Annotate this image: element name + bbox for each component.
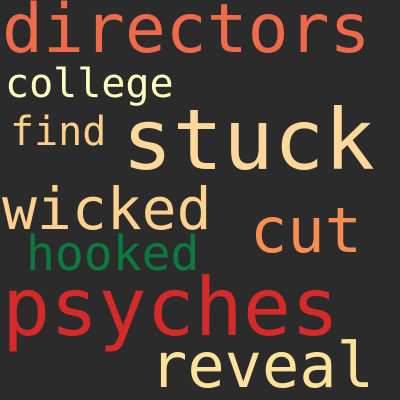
word-college: college [5,61,174,107]
word-stuck: stuck [122,91,375,189]
word-wicked: wicked [2,175,212,243]
word-reveal: reveal [150,329,374,400]
word-cut: cut [250,194,362,267]
word-find: find [10,109,107,155]
word-psyches: psyches [2,261,340,354]
word-hooked: hooked [26,226,200,282]
word-directors: directors [2,0,371,69]
